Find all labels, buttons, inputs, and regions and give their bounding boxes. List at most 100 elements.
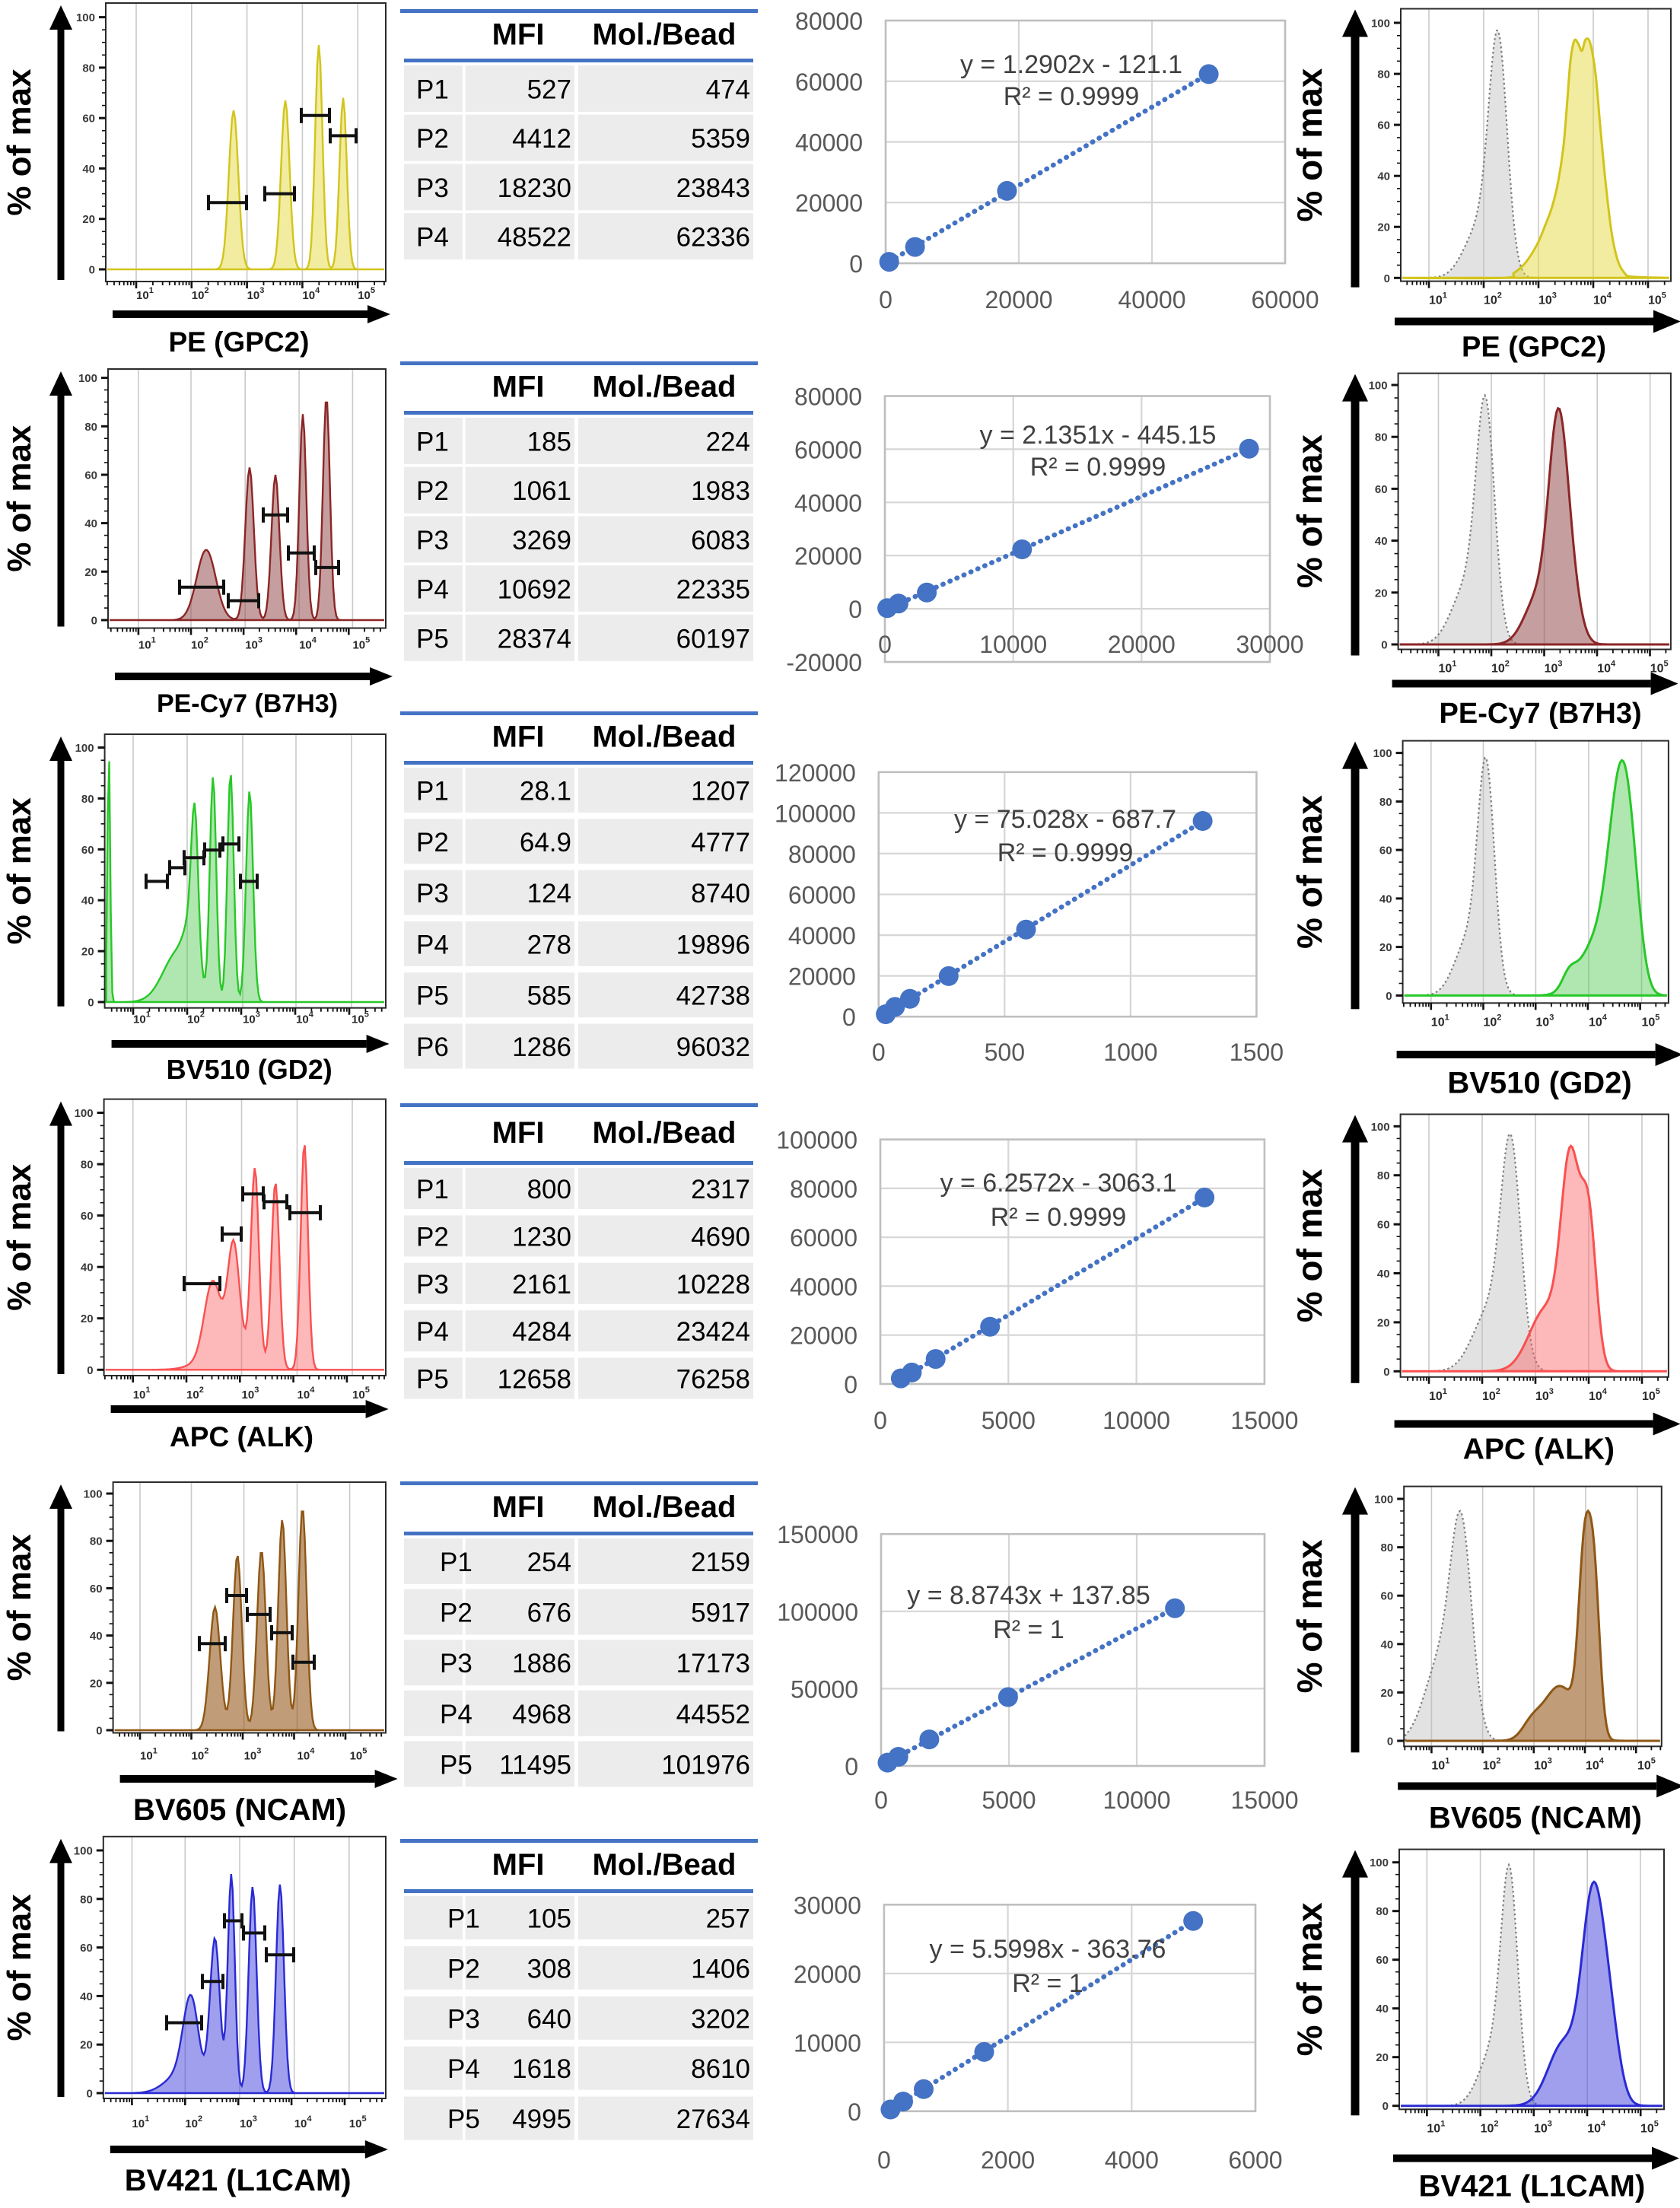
svg-text:6000: 6000 <box>1228 2146 1282 2174</box>
svg-text:60197: 60197 <box>676 624 750 654</box>
svg-text:-20000: -20000 <box>786 649 862 676</box>
svg-text:% of max: % of max <box>1290 1539 1329 1693</box>
svg-text:R² = 0.9999: R² = 0.9999 <box>991 1203 1127 1232</box>
svg-text:1000: 1000 <box>1103 1039 1157 1066</box>
svg-text:30000: 30000 <box>1236 631 1304 658</box>
svg-text:100: 100 <box>74 1845 93 1858</box>
svg-text:Mol./Bead: Mol./Bead <box>593 1116 737 1150</box>
svg-text:80: 80 <box>84 421 97 434</box>
svg-text:60: 60 <box>90 1583 103 1596</box>
svg-text:80000: 80000 <box>794 383 862 411</box>
svg-text:20: 20 <box>1377 1316 1390 1329</box>
svg-text:0: 0 <box>848 596 862 623</box>
svg-text:P3: P3 <box>416 526 449 555</box>
svg-text:Mol./Bead: Mol./Bead <box>593 371 737 404</box>
svg-text:80: 80 <box>1377 1169 1390 1182</box>
svg-text:BV421 (L1CAM): BV421 (L1CAM) <box>125 2164 352 2197</box>
svg-text:1406: 1406 <box>691 1954 750 1984</box>
svg-text:80: 80 <box>1375 431 1388 444</box>
svg-text:5000: 5000 <box>982 1786 1036 1814</box>
svg-text:P3: P3 <box>440 1649 473 1678</box>
svg-text:40: 40 <box>1381 1638 1394 1651</box>
svg-text:15000: 15000 <box>1230 1407 1298 1434</box>
svg-text:10000: 10000 <box>1102 1407 1170 1434</box>
svg-text:% of max: % of max <box>1 68 38 216</box>
svg-text:40000: 40000 <box>788 922 856 950</box>
svg-text:60: 60 <box>1379 845 1392 857</box>
svg-text:257: 257 <box>706 1904 750 1934</box>
svg-text:100: 100 <box>84 1488 103 1501</box>
svg-text:20000: 20000 <box>1108 631 1176 658</box>
svg-text:60000: 60000 <box>1252 286 1319 313</box>
svg-text:% of max: % of max <box>1290 68 1329 221</box>
svg-text:80: 80 <box>1379 796 1392 809</box>
svg-text:PE (GPC2): PE (GPC2) <box>168 326 309 358</box>
svg-text:60: 60 <box>84 469 97 482</box>
svg-text:40: 40 <box>1376 2003 1389 2016</box>
svg-text:% of max: % of max <box>1290 434 1329 588</box>
svg-text:50000: 50000 <box>791 1675 858 1703</box>
svg-text:P2: P2 <box>416 828 449 857</box>
svg-text:0: 0 <box>844 1371 858 1398</box>
svg-text:4995: 4995 <box>512 2105 571 2134</box>
svg-text:100000: 100000 <box>776 1127 858 1154</box>
svg-text:4000: 4000 <box>1105 2146 1159 2174</box>
svg-text:60000: 60000 <box>794 436 862 463</box>
svg-text:12658: 12658 <box>498 1365 571 1395</box>
svg-text:80: 80 <box>81 1159 94 1172</box>
svg-text:2159: 2159 <box>691 1548 750 1577</box>
svg-text:40000: 40000 <box>794 489 862 517</box>
svg-text:P3: P3 <box>416 173 449 203</box>
svg-text:60: 60 <box>80 1942 93 1955</box>
svg-text:10000: 10000 <box>979 631 1047 658</box>
svg-text:60: 60 <box>81 1210 94 1223</box>
svg-text:20: 20 <box>80 2039 93 2052</box>
svg-text:MFI: MFI <box>492 1848 545 1882</box>
svg-text:0: 0 <box>849 250 863 278</box>
svg-text:80000: 80000 <box>795 8 863 35</box>
svg-text:4690: 4690 <box>691 1222 750 1252</box>
svg-text:1618: 1618 <box>512 2054 571 2084</box>
svg-text:0: 0 <box>1382 2100 1389 2113</box>
svg-text:MFI: MFI <box>492 1491 545 1524</box>
svg-text:y = 2.1351x - 445.15: y = 2.1351x - 445.15 <box>980 421 1217 450</box>
svg-text:% of max: % of max <box>1290 1169 1329 1322</box>
svg-text:3269: 3269 <box>512 526 571 555</box>
svg-text:4412: 4412 <box>512 124 571 154</box>
svg-text:40: 40 <box>80 1990 93 2003</box>
svg-text:0: 0 <box>874 1786 888 1814</box>
svg-text:20000: 20000 <box>794 542 862 570</box>
svg-text:P3: P3 <box>416 1270 449 1300</box>
svg-text:20: 20 <box>81 1312 94 1325</box>
svg-text:0: 0 <box>86 2088 92 2101</box>
svg-text:27634: 27634 <box>676 2105 750 2134</box>
svg-text:0: 0 <box>89 264 95 277</box>
svg-text:28374: 28374 <box>498 624 571 654</box>
svg-text:224: 224 <box>706 428 750 457</box>
svg-text:60: 60 <box>82 113 95 126</box>
svg-text:62336: 62336 <box>676 223 750 253</box>
svg-text:100: 100 <box>76 11 95 24</box>
svg-text:10000: 10000 <box>794 2029 861 2057</box>
svg-text:100: 100 <box>78 372 97 385</box>
svg-text:P4: P4 <box>416 575 449 605</box>
svg-text:44552: 44552 <box>676 1700 750 1729</box>
svg-text:MFI: MFI <box>492 721 545 754</box>
svg-text:40000: 40000 <box>1118 286 1186 313</box>
svg-text:Mol./Bead: Mol./Bead <box>593 1848 737 1882</box>
svg-text:R² = 0.9999: R² = 0.9999 <box>1030 453 1166 482</box>
svg-text:254: 254 <box>527 1548 571 1577</box>
svg-text:0: 0 <box>1387 1736 1393 1748</box>
svg-text:80: 80 <box>1376 1905 1389 1918</box>
svg-text:0: 0 <box>1383 1366 1389 1379</box>
svg-text:P4: P4 <box>416 930 449 959</box>
svg-text:100000: 100000 <box>777 1599 858 1626</box>
svg-text:40: 40 <box>1377 1268 1390 1281</box>
svg-text:P2: P2 <box>416 124 449 154</box>
svg-text:y = 5.5998x - 363.76: y = 5.5998x - 363.76 <box>930 1935 1166 1964</box>
svg-text:40: 40 <box>81 1261 94 1274</box>
svg-text:20: 20 <box>1375 587 1388 600</box>
svg-text:60: 60 <box>81 844 94 857</box>
svg-text:60: 60 <box>1377 119 1390 132</box>
svg-text:80: 80 <box>90 1535 103 1548</box>
